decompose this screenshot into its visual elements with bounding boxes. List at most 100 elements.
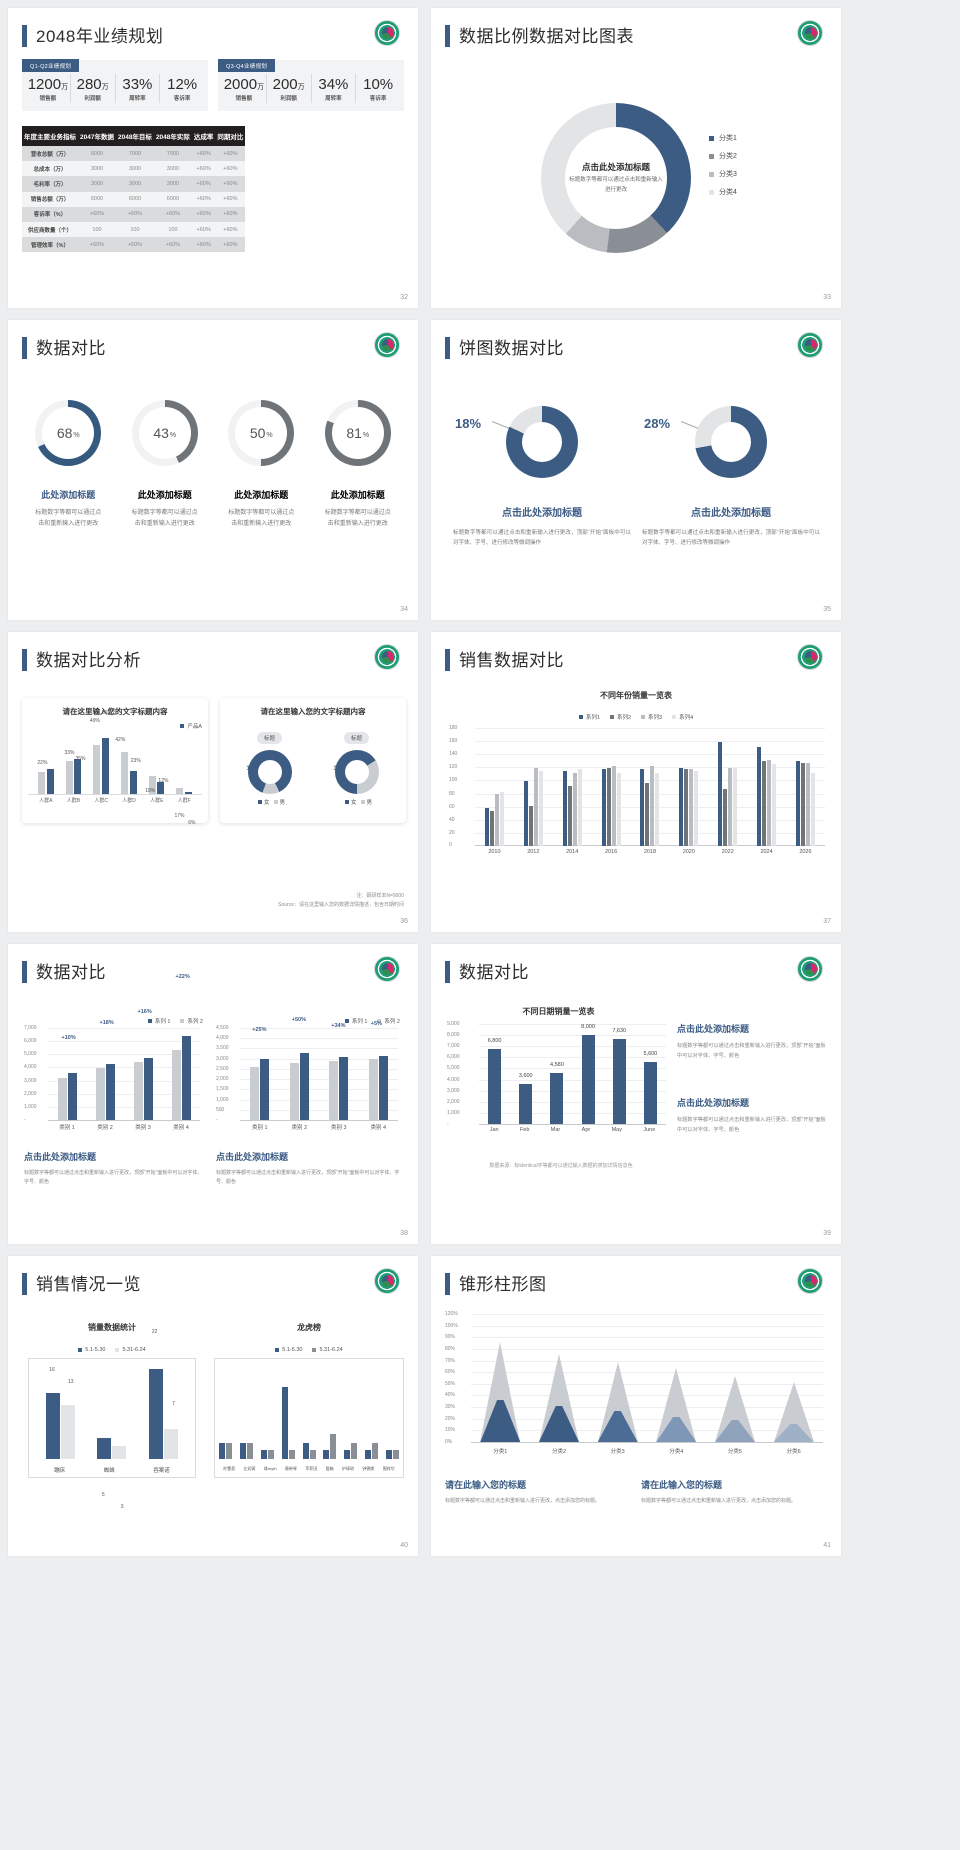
slide-32[interactable]: 2048年业绩规划 Q1-Q2业绩规划 1200万 销售额 280万 利润额 3… — [8, 8, 418, 308]
bar-group: +22% — [171, 974, 191, 1120]
bar-value-label: 5 — [101, 1492, 105, 1498]
y-tick: 30% — [445, 1404, 456, 1410]
x-tick: 2012 — [527, 849, 540, 855]
gauge-chart[interactable]: 68% — [35, 400, 102, 466]
x-tick: 人群D — [122, 798, 136, 804]
legend-label: 分类2 — [719, 153, 737, 160]
slide-37[interactable]: 销售数据对比 不同年份销量一览表 系列1 系列2 系列3 系列4 — [431, 632, 841, 932]
legend-item[interactable]: 5.31-6.24 — [115, 1347, 146, 1353]
x-tick: 2010 — [488, 849, 501, 855]
bar-group: 5,600 — [643, 1051, 657, 1124]
title-accent-bar — [445, 649, 450, 671]
slide-36[interactable]: 数据对比分析 请在这里输入您的文字标题内容 产品A 22% 33% 35% 49%… — [8, 632, 418, 932]
donut-value: 34% — [333, 766, 346, 772]
gauge-chart[interactable]: 43% — [131, 400, 198, 466]
y-axis: 4,500 4,000 3,500 3,000 2,500 2,000 1,50… — [216, 1025, 238, 1123]
bar-group: +50% — [289, 1017, 309, 1120]
legend-item[interactable]: 5.31-6.24 — [312, 1347, 343, 1353]
legend-label: 分类1 — [719, 135, 737, 142]
x-tick: 管箱 — [325, 1466, 334, 1471]
legend-item[interactable]: 分类2 — [709, 151, 737, 161]
y-tick: 10% — [445, 1427, 456, 1434]
legend-item[interactable]: 系列1 — [578, 713, 600, 721]
bar-group — [484, 792, 504, 846]
slide-34[interactable]: 数据对比 68% 此处添加标题 标题数字等都可以通过点击和重新输入进行更改 43… — [8, 320, 418, 620]
donut-chart[interactable] — [506, 406, 578, 478]
table-row: 毛利率（万） 3000 3000 3000 +60% +60% — [22, 176, 246, 192]
gauge-hole — [235, 407, 288, 459]
bar-chart-right[interactable]: 柠藿菽 左润寅 珠myth 薇带琴 苹菲田 管箱 护琢琅 钟德朗 围祥华 — [214, 1358, 404, 1478]
pie-item-1: 18% 点击此处添加标题 标题数字等都可以通过点击和重新输入进行更改，顶部“开始… — [447, 406, 637, 548]
y-tick: 3,500 — [216, 1045, 229, 1052]
table-row: 营收总额（万） 6000 7000 7000 +60% +60% — [22, 146, 246, 162]
legend-item[interactable]: 系列4 — [672, 713, 693, 721]
page-title: 数据对比 — [36, 339, 106, 358]
brand-logo-icon — [797, 332, 823, 358]
title-accent-bar — [22, 337, 27, 359]
col-header: 达成率 — [191, 126, 216, 146]
legend-item[interactable]: 系列2 — [609, 713, 631, 721]
donut-chart[interactable] — [695, 406, 767, 478]
donut-chart[interactable]: 12% — [247, 750, 292, 794]
cone-chart[interactable]: 120% 100% 90% 80% 70% 60% 50% 40% 30% 20… — [445, 1311, 827, 1466]
legend-item[interactable]: 5.1-5.30 — [78, 1347, 105, 1353]
slide-41[interactable]: 锥形柱形图 120% 100% 90% 80% 70% 60% 50% 40% … — [431, 1256, 841, 1556]
bar-label: 42% — [115, 737, 126, 743]
legend-item[interactable]: 系列 1 — [344, 1017, 367, 1025]
bar-chart-right[interactable]: +25% +50% +34% +5% 4,500 4,000 3,500 3,0… — [216, 1017, 402, 1143]
gauge-chart[interactable]: 50% — [228, 400, 295, 466]
legend-item[interactable]: 5.1-5.30 — [275, 1347, 302, 1353]
y-tick: 60 — [449, 803, 455, 810]
donut-hole — [344, 760, 369, 784]
kpi-cell: 200万 利润额 — [267, 74, 312, 103]
legend-item[interactable]: 系列 1 — [147, 1017, 170, 1025]
slide-grid: 2048年业绩规划 Q1-Q2业绩规划 1200万 销售额 280万 利润额 3… — [8, 8, 841, 1556]
y-tick: 1,000 — [24, 1103, 37, 1110]
gauge-row: 68% 此处添加标题 标题数字等都可以通过点击和重新输入进行更改 43% 此处添… — [20, 400, 406, 531]
bar-group: +10% — [57, 1035, 77, 1120]
x-axis: 柠藿菽 左润寅 珠myth 薇带琴 苹菲田 管箱 护琢琅 钟德朗 围祥华 — [219, 1463, 399, 1472]
bar-chart-left[interactable]: +10% +18% +16% +22% 7,000 6,000 5,000 4,… — [24, 974, 204, 1143]
legend-item[interactable]: 分类3 — [709, 169, 737, 179]
x-tick: 左润寅 — [243, 1466, 256, 1471]
page-number: 32 — [400, 294, 408, 301]
legend-item[interactable]: 系列 2 — [180, 1017, 203, 1025]
bar-group — [302, 1443, 316, 1459]
bar-value-label: 8,000 — [581, 1024, 595, 1030]
x-axis: Jan Feb Mar Apr May June — [479, 1124, 666, 1133]
donut-center-title: 点击此处添加标题 — [581, 162, 650, 173]
pie-title: 点击此处添加标题 — [691, 508, 771, 519]
growth-annotation: +10% — [61, 1035, 76, 1041]
x-axis: 分类1 分类2 分类3 分类4 分类5 分类6 — [471, 1444, 823, 1455]
bar-chart[interactable]: 0 20 40 60 80 100 120 140 160 180 2010 2… — [449, 725, 825, 868]
legend-item[interactable]: 分类1 — [709, 133, 737, 143]
text-block-2: 点击此处添加标题 标题数字等都可以通过点击和重新输入进行更改，顶部“开始”面板中… — [677, 1096, 827, 1135]
cone-group — [655, 1368, 697, 1442]
bar-group — [219, 1443, 232, 1459]
y-tick: 3,000 — [216, 1055, 229, 1062]
legend-item[interactable]: 系列 2 — [377, 1017, 400, 1025]
gauge-value: 81% — [346, 425, 370, 441]
slide-39[interactable]: 数据对比 不同日期销量一览表 6,800 3,600 4,580 8,000 7… — [431, 944, 841, 1244]
donut-chart[interactable]: 34% — [333, 750, 379, 794]
legend-item[interactable]: 系列3 — [641, 713, 662, 721]
legend-item[interactable]: 分类4 — [709, 187, 737, 197]
x-tick: June — [643, 1127, 656, 1133]
cone-group — [773, 1382, 815, 1442]
gauge-chart[interactable]: 81% — [324, 400, 391, 466]
page-number: 33 — [823, 294, 831, 301]
slide-38[interactable]: 数据对比 系列 1 系列 2 +10% +18% +16% +22% — [8, 944, 418, 1244]
bar-chart[interactable]: 6,800 3,600 4,580 8,000 7,630 5,600 9,00… — [447, 1021, 672, 1154]
kpi-label: 利润额 — [84, 95, 101, 102]
y-tick: 5,000 — [447, 1065, 460, 1072]
slide-33[interactable]: 数据比例数据对比图表 点击此处添加标题 标题数字等都可以通过点击和重新输入进行更… — [431, 8, 841, 308]
slide-35[interactable]: 饼图数据对比 18% 点击此处添加标题 标题数字等都可以通过点击和重新输入进行更… — [431, 320, 841, 620]
y-tick: 60% — [445, 1369, 456, 1376]
page-number: 40 — [400, 1542, 408, 1549]
chart-title: 不同年份销量一览表 — [600, 691, 672, 700]
donut-chart[interactable]: 点击此处添加标题 标题数字等都可以通过点击和重新输入进行更改 — [541, 103, 691, 253]
bar-chart[interactable]: 22% 33% 35% 49% 56% 42% 23% 18% 12% 17% 6% — [28, 710, 202, 826]
